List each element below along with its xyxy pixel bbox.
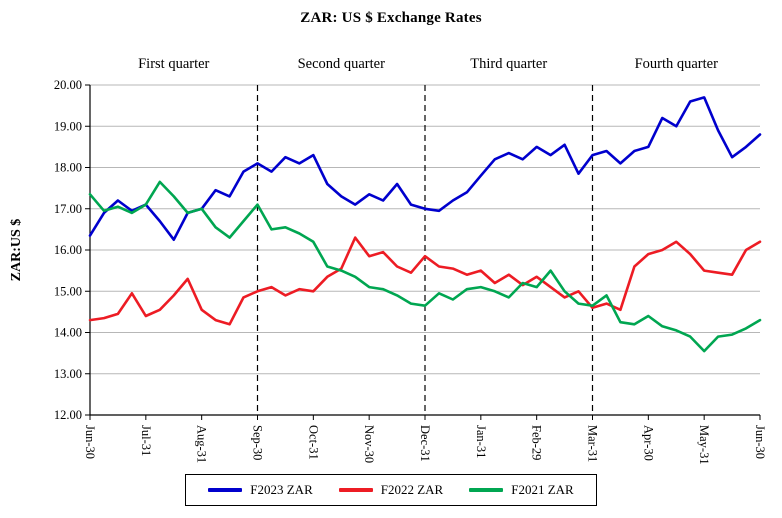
- y-tick-label: 14.00: [54, 326, 82, 340]
- x-tick-label: May-31: [697, 425, 711, 465]
- chart-title: ZAR: US $ Exchange Rates: [300, 10, 482, 26]
- x-tick-label: Sep-30: [251, 425, 265, 460]
- y-tick-label: 20.00: [54, 78, 82, 92]
- legend-label: F2022 ZAR: [380, 482, 444, 497]
- x-tick-label: Feb-29: [530, 425, 544, 460]
- y-tick-label: 19.00: [54, 119, 82, 133]
- y-tick-label: 16.00: [54, 243, 82, 257]
- x-tick-label: Apr-30: [641, 425, 655, 461]
- x-tick-label: Oct-31: [306, 425, 320, 460]
- quarter-label: Fourth quarter: [635, 56, 719, 72]
- legend: F2023 ZAR F2022 ZAR F2021 ZAR: [0, 474, 782, 506]
- x-tick-label: Nov-30: [362, 425, 376, 463]
- x-tick-label: Dec-31: [418, 425, 432, 462]
- quarter-label: Third quarter: [470, 56, 547, 72]
- legend-swatch: [469, 488, 504, 492]
- y-tick-label: 18.00: [54, 161, 82, 175]
- x-tick-label: Aug-31: [195, 425, 209, 463]
- x-tick-label: Jul-31: [139, 425, 153, 456]
- legend-label: F2023 ZAR: [250, 482, 313, 497]
- quarter-labels: First quarter Second quarter Third quarter…: [138, 56, 718, 72]
- quarter-divider-lines: [256, 85, 594, 415]
- x-tick-label: Jun-30: [753, 425, 767, 459]
- series-lines: [88, 96, 762, 353]
- axis-labels: 12.00 13.00 14.00 15.00 16.00 17.00 18.00 19.00…: [54, 78, 767, 465]
- y-tick-label: 15.00: [54, 284, 82, 298]
- legend-item-f2021-zar: F2021 ZAR: [469, 482, 574, 498]
- y-tick-label: 13.00: [54, 367, 82, 381]
- series-line-f2022-zar: [88, 236, 762, 326]
- x-tick-label: Mar-31: [586, 425, 600, 462]
- y-tick-label: 17.00: [54, 202, 82, 216]
- legend-item-f2023-zar: F2023 ZAR: [208, 482, 313, 498]
- y-tick-label: 12.00: [54, 408, 82, 422]
- legend-box: F2023 ZAR F2022 ZAR F2021 ZAR: [185, 474, 597, 506]
- plot-area: 12.00 13.00 14.00 15.00 16.00 17.00 18.00 19.00…: [9, 56, 767, 465]
- legend-item-f2022-zar: F2022 ZAR: [338, 482, 444, 498]
- legend-swatch: [338, 488, 373, 492]
- axes: [85, 84, 761, 420]
- legend-label: F2021 ZAR: [511, 482, 574, 497]
- series-line-f2021-zar: [88, 180, 762, 353]
- y-axis-title: ZAR:US $: [9, 219, 24, 282]
- x-tick-label: Jan-31: [474, 425, 488, 458]
- quarter-label: First quarter: [138, 56, 209, 72]
- x-tick-label: Jun-30: [83, 425, 97, 459]
- quarter-label: Second quarter: [298, 56, 386, 72]
- legend-swatch: [208, 488, 243, 492]
